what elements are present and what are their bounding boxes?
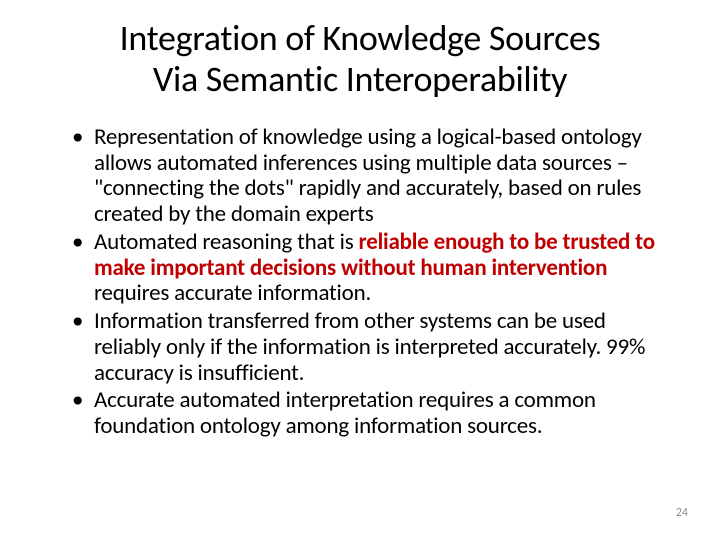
page-number: 24 (676, 506, 688, 520)
bullet-item: Automated reasoning that is reliable eno… (72, 230, 670, 307)
bullet-text: Information transferred from other syste… (94, 307, 645, 387)
title-line-1: Integration of Knowledge Sources (120, 16, 601, 60)
slide-title: Integration of Knowledge Sources Via Sem… (50, 18, 670, 101)
bullet-item: Information transferred from other syste… (72, 309, 670, 386)
bullet-list: Representation of knowledge using a logi… (50, 125, 670, 440)
title-line-2: Via Semantic Interoperability (153, 57, 567, 101)
bullet-text-suffix: requires accurate information. (94, 279, 371, 307)
bullet-text: Accurate automated interpretation requir… (94, 386, 596, 440)
bullet-text: Representation of knowledge using a logi… (94, 123, 642, 228)
bullet-item: Representation of knowledge using a logi… (72, 125, 670, 228)
bullet-text-prefix: Automated reasoning that is (94, 228, 359, 256)
bullet-item: Accurate automated interpretation requir… (72, 388, 670, 440)
